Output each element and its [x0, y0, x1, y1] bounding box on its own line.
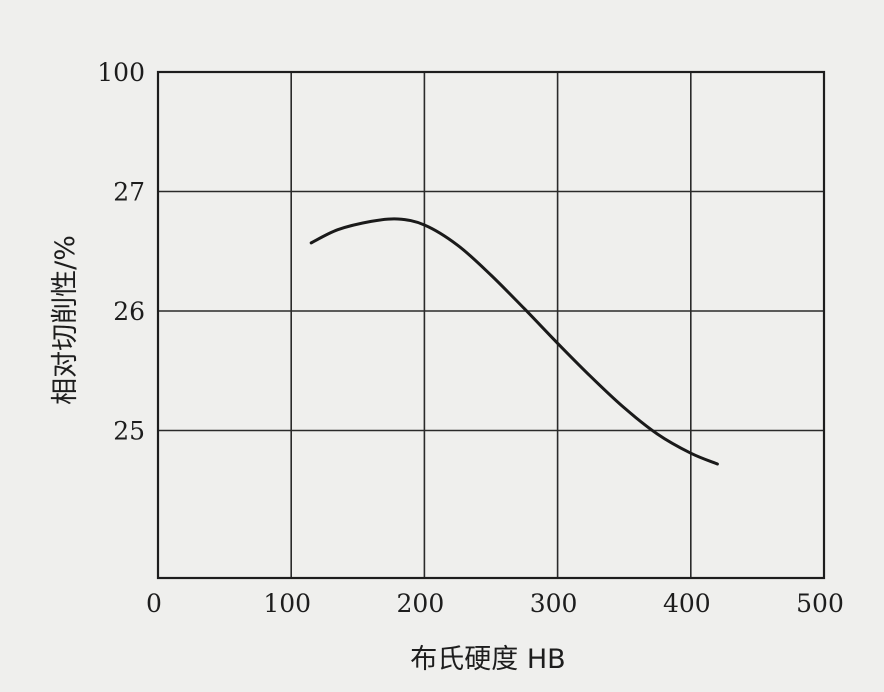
x-tick-label: 400: [663, 589, 711, 618]
x-tick-label: 0: [146, 589, 162, 618]
x-tick-label: 500: [796, 589, 844, 618]
x-tick-label: 100: [263, 589, 311, 618]
y-tick-label: 100: [97, 58, 145, 87]
x-tick-label: 200: [397, 589, 445, 618]
series-line: [311, 219, 717, 464]
x-axis-label: 布氏硬度 HB: [410, 644, 565, 675]
grid: [158, 72, 824, 578]
y-axis-label: 相对切削性/%: [50, 235, 81, 405]
y-tick-label: 25: [113, 417, 145, 446]
plot-frame: [158, 72, 824, 578]
y-tick-label: 27: [113, 178, 145, 207]
y-tick-label: 26: [113, 297, 145, 326]
x-tick-label: 300: [530, 589, 578, 618]
x-tick-labels: 0 100 200 300 400 500: [146, 589, 844, 618]
series-layer: [311, 219, 717, 464]
plot-border: [158, 72, 824, 578]
y-tick-labels: 25 26 27 100: [97, 58, 145, 446]
